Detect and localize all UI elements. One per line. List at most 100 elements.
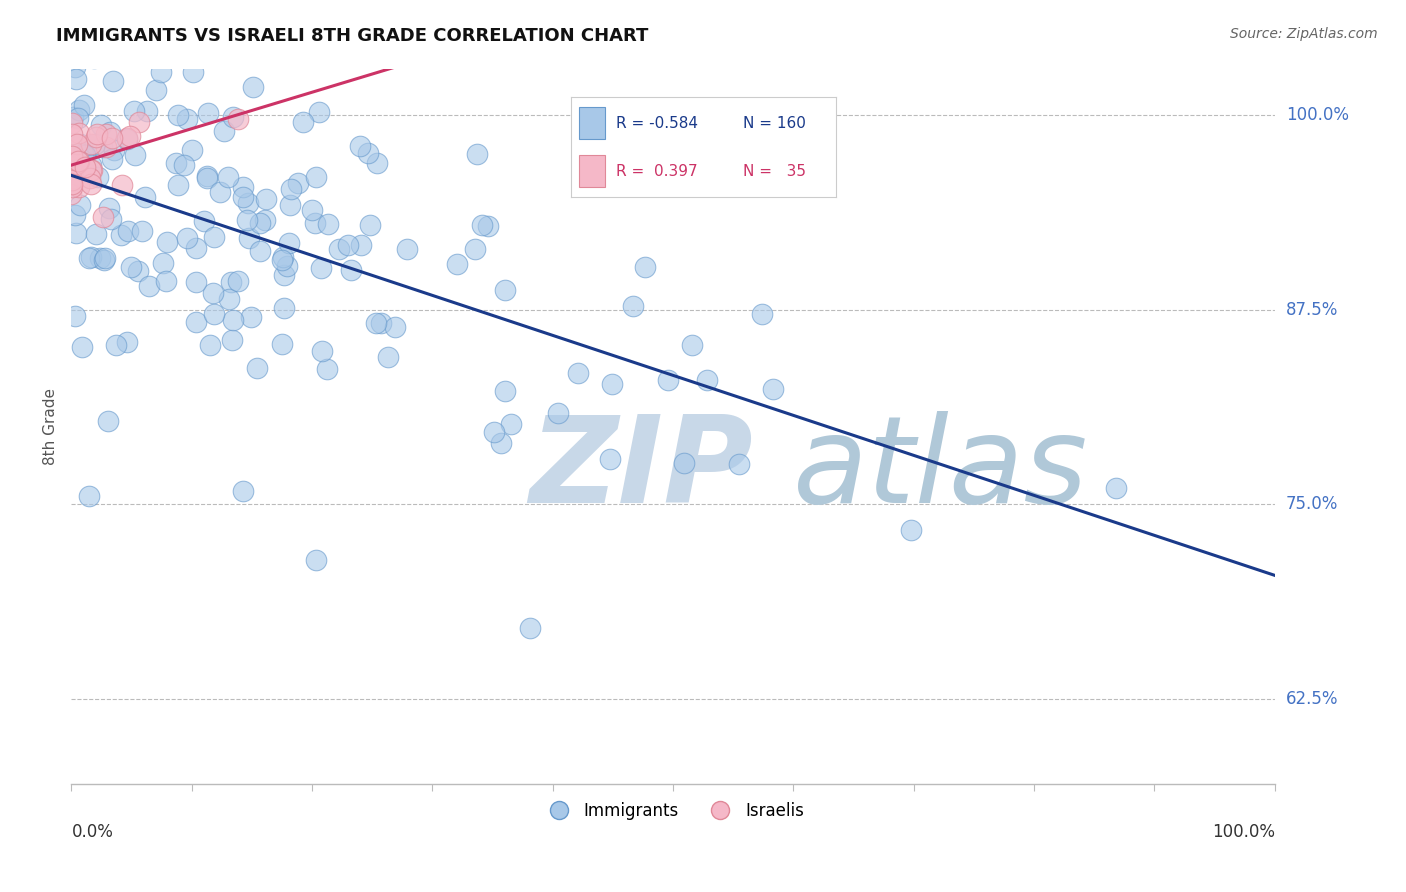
Point	[149, 65, 172, 79]
Point	[395, 242, 418, 256]
Point	[101, 153, 124, 167]
Point	[176, 112, 198, 127]
Point	[197, 106, 219, 120]
Point	[89, 251, 111, 265]
Point	[120, 260, 142, 274]
Point	[349, 138, 371, 153]
Point	[167, 108, 190, 122]
Point	[122, 103, 145, 118]
Point	[357, 145, 380, 160]
Point	[184, 275, 207, 289]
Point	[69, 136, 91, 151]
Point	[73, 97, 96, 112]
Point	[100, 212, 122, 227]
Point	[84, 227, 107, 241]
Point	[273, 268, 295, 283]
Point	[221, 333, 243, 347]
Point	[66, 157, 89, 171]
Point	[77, 489, 100, 503]
Point	[183, 16, 205, 30]
Point	[173, 158, 195, 172]
Point	[96, 140, 118, 154]
Point	[270, 252, 292, 267]
Legend: Immigrants, Israelis: Immigrants, Israelis	[536, 795, 811, 826]
Point	[621, 299, 644, 313]
Point	[315, 362, 337, 376]
Point	[195, 169, 218, 183]
Point	[104, 338, 127, 352]
Point	[657, 372, 679, 386]
Point	[73, 148, 96, 162]
Point	[62, 180, 84, 194]
Point	[305, 170, 328, 185]
Point	[66, 136, 89, 151]
Point	[134, 189, 156, 203]
Point	[232, 179, 254, 194]
Point	[278, 235, 301, 250]
Point	[84, 137, 107, 152]
Point	[242, 79, 264, 94]
Point	[98, 202, 121, 216]
Point	[308, 104, 330, 119]
Point	[364, 316, 387, 330]
Point	[226, 274, 249, 288]
Point	[602, 377, 624, 392]
Point	[280, 181, 302, 195]
Point	[91, 210, 114, 224]
Point	[60, 173, 83, 187]
Point	[67, 179, 90, 194]
Text: 62.5%: 62.5%	[1286, 690, 1339, 708]
Point	[278, 198, 301, 212]
Point	[60, 177, 83, 191]
Point	[186, 241, 208, 255]
Point	[124, 148, 146, 162]
Point	[762, 382, 785, 396]
Point	[336, 238, 359, 252]
Point	[67, 154, 90, 169]
Point	[83, 51, 105, 65]
Point	[197, 171, 219, 186]
Point	[65, 157, 87, 171]
Text: ZIP: ZIP	[529, 411, 752, 528]
Point	[328, 242, 350, 256]
Point	[311, 344, 333, 359]
Point	[219, 275, 242, 289]
Point	[489, 435, 512, 450]
Point	[246, 360, 269, 375]
Point	[287, 176, 309, 190]
Point	[217, 170, 239, 185]
Point	[305, 553, 328, 567]
Point	[65, 226, 87, 240]
Point	[69, 197, 91, 211]
Point	[127, 264, 149, 278]
Text: atlas: atlas	[793, 411, 1088, 528]
Point	[79, 251, 101, 265]
Text: 100.0%: 100.0%	[1286, 106, 1348, 124]
Point	[72, 147, 94, 161]
Point	[135, 103, 157, 118]
Point	[63, 208, 86, 222]
Point	[370, 317, 392, 331]
Point	[67, 103, 90, 117]
Point	[176, 231, 198, 245]
Point	[271, 336, 294, 351]
Point	[73, 160, 96, 174]
Point	[115, 131, 138, 145]
Point	[94, 251, 117, 265]
Point	[131, 224, 153, 238]
Point	[80, 178, 103, 192]
Point	[79, 162, 101, 177]
Point	[226, 112, 249, 127]
Point	[240, 310, 263, 324]
Point	[62, 110, 84, 124]
Point	[152, 256, 174, 270]
Point	[97, 414, 120, 428]
Point	[464, 242, 486, 256]
Point	[103, 143, 125, 157]
Point	[222, 110, 245, 124]
Point	[276, 259, 298, 273]
Point	[80, 163, 103, 178]
Point	[80, 137, 103, 152]
Point	[359, 218, 381, 232]
Text: Source: ZipAtlas.com: Source: ZipAtlas.com	[1230, 27, 1378, 41]
